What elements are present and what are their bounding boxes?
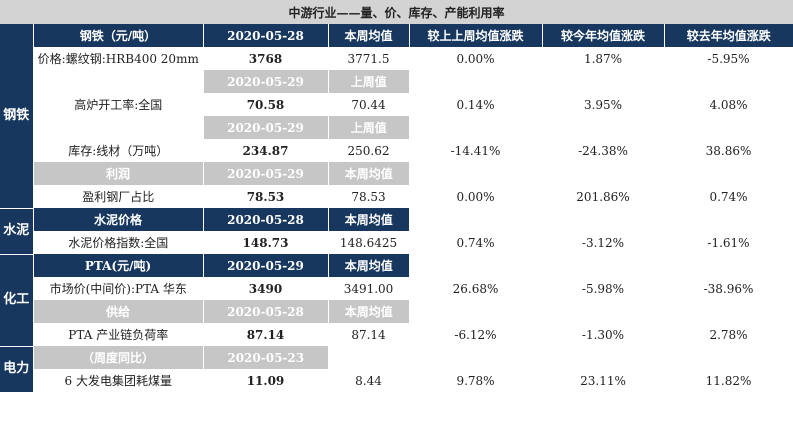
row-avg: 78.53	[351, 189, 386, 204]
row-value: 3768	[248, 51, 283, 66]
row-wow: 0.00%	[456, 51, 495, 66]
row-wow: 26.68%	[452, 281, 499, 296]
row-yoy: 0.74%	[709, 189, 748, 204]
row-label: 高炉开工率:全国	[33, 93, 203, 116]
header-wow: 较上上周均值涨跌	[408, 24, 542, 47]
row-avg: 148.6425	[339, 235, 398, 250]
row-ytd: 1.87%	[583, 51, 623, 66]
header-date: 2020-05-29	[202, 254, 328, 277]
row-avg: 70.44	[351, 97, 386, 112]
table-row: 库存:线材（万吨） 234.87 250.62 -14.41% -24.38% …	[0, 139, 793, 162]
row-yoy: -1.61%	[707, 235, 750, 250]
subheader-row: 供给 2020-05-28 本周均值	[0, 300, 793, 323]
subheader-avg: 本周均值	[327, 162, 409, 185]
sector-label-cement: 水泥	[0, 208, 34, 255]
subheader-label	[33, 70, 203, 93]
row-ytd: -5.98%	[581, 281, 625, 296]
header-weekly-avg: 本周均值	[327, 24, 409, 47]
row-label: 市场价(中间价):PTA 华东	[33, 277, 203, 300]
table-row: 盈利钢厂占比 78.53 78.53 0.00% 201.86% 0.74%	[0, 185, 793, 208]
row-ytd: -3.12%	[581, 235, 625, 250]
subheader-row: 2020-05-29 上周值	[0, 70, 793, 93]
industry-table: 钢铁 钢铁（元/吨） 2020-05-28 本周均值 较上上周均值涨跌 较今年均…	[0, 24, 793, 393]
table-row: 水泥价格指数:全国 148.73 148.6425 0.74% -3.12% -…	[0, 231, 793, 254]
header-row: 水泥 水泥价格 2020-05-28 本周均值	[0, 208, 793, 255]
row-value: 87.14	[246, 327, 285, 342]
row-yoy: 38.86%	[705, 143, 752, 158]
subheader-date: 2020-05-28	[202, 300, 328, 323]
header-yoy: 较去年均值涨跌	[663, 24, 793, 47]
sector-label-steel: 钢铁	[0, 24, 34, 209]
row-avg: 87.14	[351, 327, 386, 342]
row-avg: 250.62	[347, 143, 390, 158]
header-date: 2020-05-28	[202, 24, 328, 47]
table-row: 高炉开工率:全国 70.58 70.44 0.14% 3.95% 4.08%	[0, 93, 793, 116]
row-label: 库存:线材（万吨）	[33, 139, 203, 162]
row-value: 78.53	[246, 189, 285, 204]
subheader-avg: 上周值	[327, 116, 409, 139]
row-value: 11.09	[246, 373, 285, 388]
row-value: 234.87	[242, 143, 289, 158]
subheader-label: 供给	[32, 300, 203, 323]
row-value: 3490	[248, 281, 283, 296]
header-ytd: 较今年均值涨跌	[541, 24, 664, 47]
sector-label-power: 电力	[0, 346, 34, 393]
row-yoy: 2.78%	[709, 327, 748, 342]
header-category: 水泥价格	[32, 208, 203, 231]
table-row: 6 大发电集团耗煤量 11.09 8.44 9.78% 23.11% 11.82…	[0, 369, 793, 392]
row-ytd: 201.86%	[576, 189, 630, 204]
row-label: 水泥价格指数:全国	[33, 231, 203, 254]
sector-label-chemicals: 化工	[0, 254, 34, 347]
row-ytd: 23.11%	[580, 373, 626, 388]
row-label: 价格:螺纹钢:HRB400 20mm	[33, 47, 203, 70]
header-category: PTA(元/吨)	[32, 254, 203, 277]
header-weekly-avg: 本周均值	[327, 208, 409, 231]
subheader-row: 2020-05-29 上周值	[0, 116, 793, 139]
header-weekly-avg: 本周均值	[327, 254, 409, 277]
table-row: 市场价(中间价):PTA 华东 3490 3491.00 26.68% -5.9…	[0, 277, 793, 300]
subheader-row: 利润 2020-05-29 本周均值	[0, 162, 793, 185]
subheader-date: 2020-05-29	[202, 116, 328, 139]
row-wow: 0.74%	[456, 235, 495, 250]
row-label: 盈利钢厂占比	[33, 185, 203, 208]
row-avg: 8.44	[355, 373, 382, 388]
row-wow: 9.78%	[456, 373, 495, 388]
header-row: 钢铁 钢铁（元/吨） 2020-05-28 本周均值 较上上周均值涨跌 较今年均…	[0, 24, 793, 209]
subheader-date: 2020-05-29	[202, 70, 328, 93]
row-yoy: 4.08%	[709, 97, 748, 112]
subheader-date: 2020-05-29	[202, 162, 328, 185]
subheader-date: 2020-05-23	[202, 346, 328, 369]
table-title: 中游行业——量、价、库存、产能利用率	[0, 0, 793, 24]
subheader-label: 利润	[32, 162, 203, 185]
subheader-label: （周度同比）	[32, 346, 203, 369]
row-wow: -14.41%	[450, 143, 501, 158]
row-ytd: 3.95%	[583, 97, 623, 112]
row-ytd: -24.38%	[578, 143, 628, 158]
row-yoy: -38.96%	[703, 281, 754, 296]
header-category: 钢铁（元/吨）	[32, 24, 203, 47]
row-ytd: -1.30%	[581, 327, 625, 342]
subheader-avg: 本周均值	[327, 300, 409, 323]
row-yoy: 11.82%	[705, 373, 752, 388]
row-wow: 0.00%	[456, 189, 495, 204]
subheader-row: 电力 （周度同比） 2020-05-23	[0, 346, 793, 393]
row-wow: -6.12%	[454, 327, 497, 342]
row-value: 148.73	[242, 235, 289, 250]
row-yoy: -5.95%	[707, 51, 750, 66]
subheader-avg: 上周值	[327, 70, 409, 93]
table-row: PTA 产业链负荷率 87.14 87.14 -6.12% -1.30% 2.7…	[0, 323, 793, 346]
header-date: 2020-05-28	[202, 208, 328, 231]
row-value: 70.58	[246, 97, 285, 112]
header-row: 化工 PTA(元/吨) 2020-05-29 本周均值	[0, 254, 793, 347]
row-label: PTA 产业链负荷率	[33, 323, 203, 346]
row-avg: 3491.00	[343, 281, 394, 296]
row-wow: 0.14%	[456, 97, 495, 112]
row-avg: 3771.5	[347, 51, 390, 66]
row-label: 6 大发电集团耗煤量	[33, 369, 203, 392]
